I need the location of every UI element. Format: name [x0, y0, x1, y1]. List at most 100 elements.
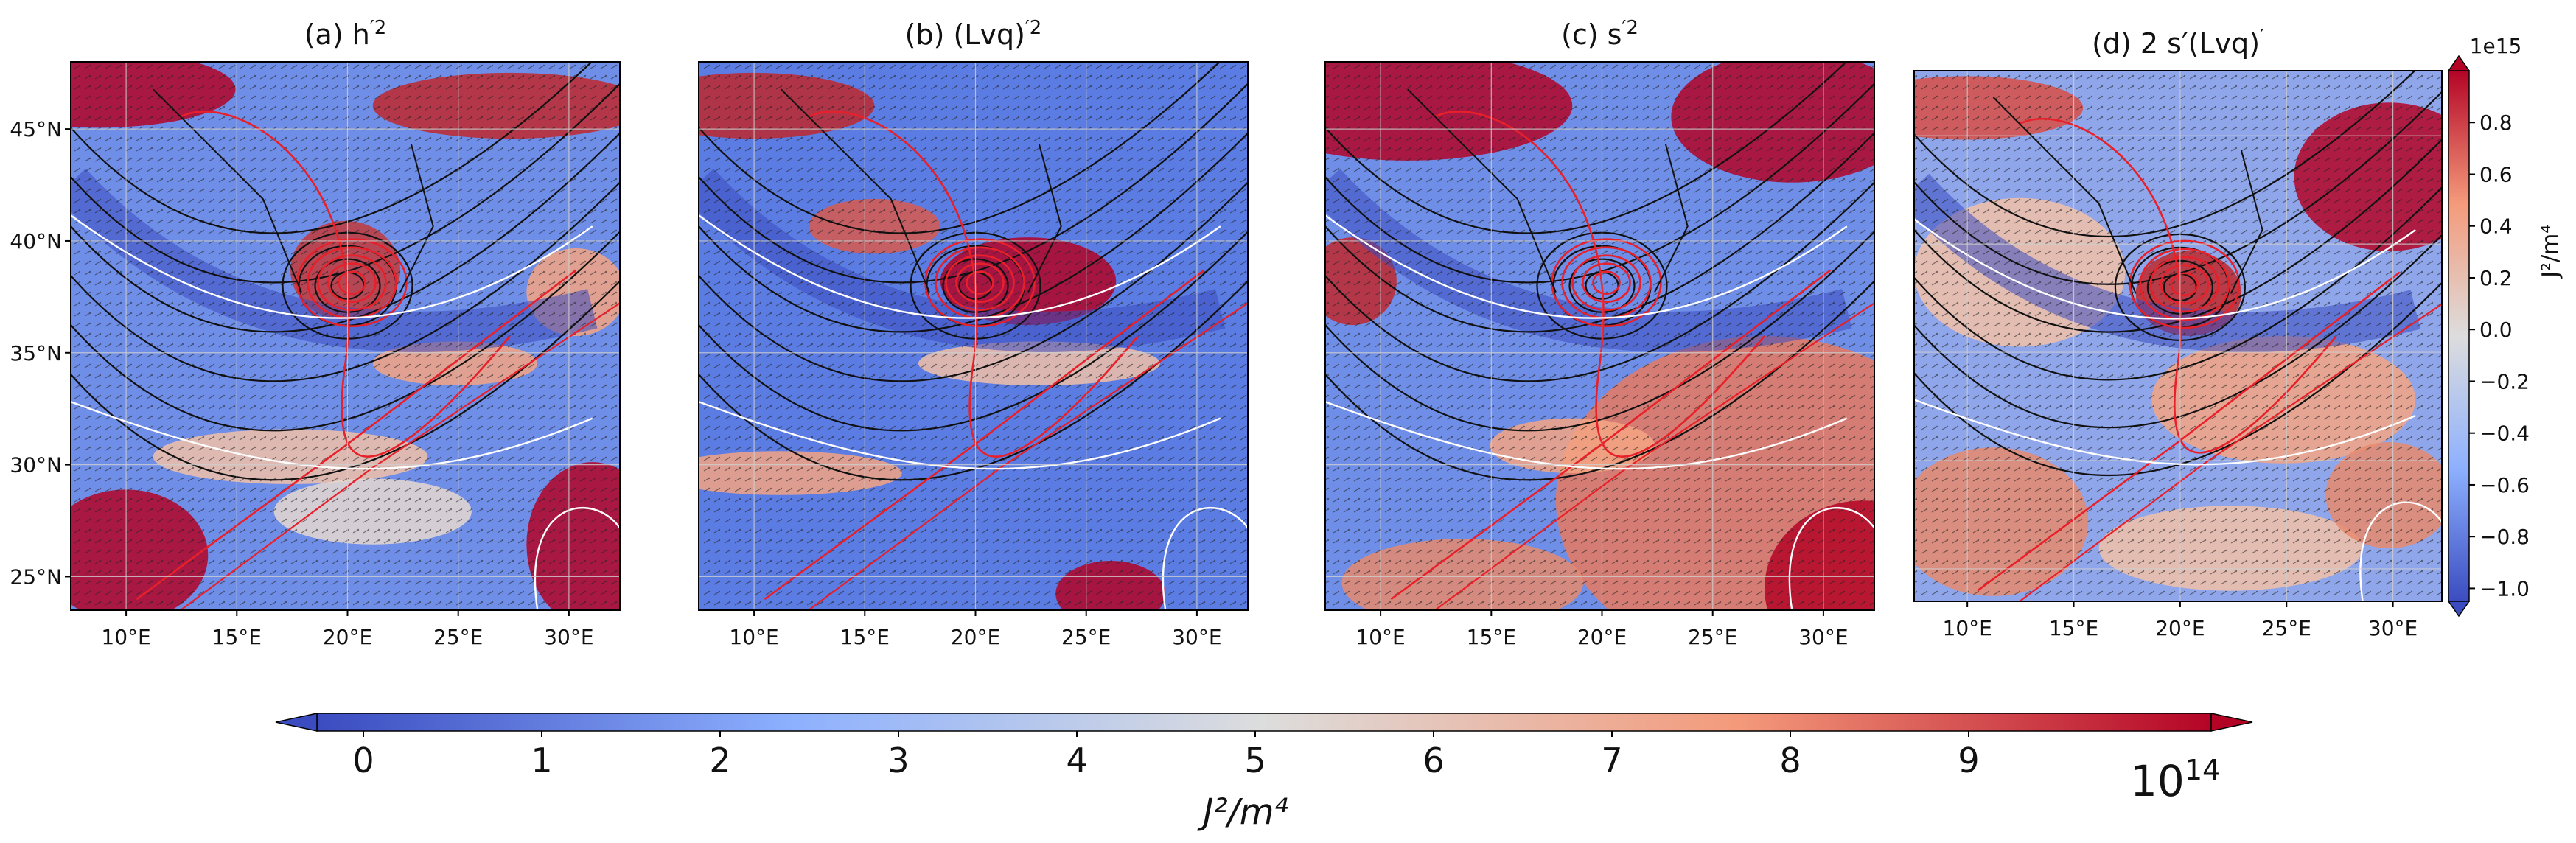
tick-label-lon: 20°E — [951, 625, 1000, 649]
tick-label-lat: 25°N — [10, 564, 62, 589]
contour-white — [1914, 218, 2416, 320]
tick-label-lon: 20°E — [2155, 616, 2205, 640]
tick-label-lon: 30°E — [1172, 625, 1221, 649]
tick-label-lon: 30°E — [1798, 625, 1848, 649]
wind-arrows — [71, 62, 620, 610]
colorbar-main-tick-label: 3 — [887, 741, 909, 780]
panel-title: (c) s′2 — [1561, 17, 1638, 51]
panel-frame — [70, 61, 621, 611]
panel-d: (d) 2 s′(Lvq)′ 10°E 15°E 20°E 25°E 30°E — [1913, 26, 2443, 640]
tick-label-lon: 15°E — [2049, 616, 2098, 640]
wind-arrows — [1325, 62, 1874, 610]
tick-label-lon: 10°E — [729, 625, 778, 649]
contour-red — [338, 270, 366, 295]
panel-title-superscript: ′2 — [1622, 17, 1638, 39]
tick-label-lon: 20°E — [323, 625, 372, 649]
colorbar-d-extend-top — [2447, 55, 2471, 71]
contour-red — [2139, 248, 2230, 321]
panel-d-map — [1914, 71, 2442, 601]
colorbar-d-tick-label: −0.8 — [2479, 525, 2530, 549]
contour-white — [1325, 214, 1848, 319]
contour-red — [966, 270, 994, 295]
contour-black — [1325, 83, 1874, 284]
panel-title-superscript: ′ — [2260, 26, 2264, 48]
tick-label-lat: 45°N — [10, 117, 62, 141]
tick-label-lat: 35°N — [10, 341, 62, 365]
contour-black — [71, 62, 593, 234]
panel-a-map — [71, 62, 620, 610]
contour-red — [180, 302, 620, 610]
colorbar-d-label: J²/m⁴ — [2538, 225, 2563, 279]
panel-c: (c) s′2 10°E 15°E 20°E 25°E 30°E — [1324, 17, 1875, 649]
colorbar-d-gradient — [2448, 70, 2470, 602]
contour-white — [1788, 506, 1874, 610]
tick-label-lon: 25°E — [1688, 625, 1737, 649]
tick-label-lon: 15°E — [840, 625, 890, 649]
tick-label-lon: 10°E — [1943, 616, 1992, 640]
colorbar-d-tick-label: 0.6 — [2479, 162, 2513, 186]
coastline — [1027, 144, 1062, 293]
contour-red — [180, 111, 511, 458]
contour-black — [1325, 181, 1874, 382]
panel-a: (a) h′2 10°E 15°E 20°E 25°E 30°E 25°N 30°N 35°N 4… — [10, 17, 621, 649]
contour-black — [699, 132, 1248, 333]
colorbar-d-tick-label: −0.4 — [2479, 422, 2530, 446]
panel-title-text: (c) s — [1561, 18, 1622, 51]
wind-arrows — [699, 62, 1248, 610]
contour-black — [71, 231, 620, 432]
contour-black — [1325, 132, 1874, 333]
contour-white — [2359, 501, 2442, 601]
contour-red — [1390, 269, 1832, 601]
contour-black — [1325, 280, 1874, 481]
contour-black — [1325, 231, 1874, 432]
tick-label-lon: 15°E — [212, 625, 262, 649]
panel-title: (d) 2 s′(Lvq)′ — [2092, 26, 2264, 60]
tick-label-lat: 40°N — [10, 229, 62, 253]
panel-b-map — [699, 62, 1248, 610]
coastline — [1992, 97, 2137, 294]
panel-frame — [1324, 61, 1875, 611]
contour-red — [1977, 271, 2401, 592]
colorbar-main-tick-label: 6 — [1423, 741, 1444, 780]
contour-black — [1914, 282, 2442, 477]
tick-label-lon: 25°E — [433, 625, 483, 649]
coastline — [399, 144, 434, 293]
panel-title: (a) h′2 — [304, 17, 387, 51]
contour-red — [955, 262, 1005, 303]
contour-red — [2170, 272, 2199, 297]
colorbar-main-tick-label: 7 — [1601, 741, 1622, 780]
contour-black — [71, 83, 620, 284]
contour-red — [136, 269, 577, 601]
contour-red — [2160, 264, 2210, 305]
contour-red — [764, 269, 1205, 601]
coastline — [781, 88, 930, 293]
colorbar-main-tick-label: 5 — [1244, 741, 1266, 780]
contour-red — [808, 111, 1139, 458]
contour-black — [699, 181, 1248, 382]
contour-black — [699, 280, 1248, 481]
contour-red — [2019, 303, 2442, 601]
panel-b: (b) (Lvq)′2 10°E 15°E 20°E 25°E 30°E — [698, 17, 1249, 649]
tick-label-lon: 15°E — [1467, 625, 1516, 649]
contour-white — [71, 214, 593, 319]
contour-red — [327, 262, 377, 303]
panel-frame — [698, 61, 1249, 611]
colorbar-d-tick-label: 0.0 — [2479, 318, 2513, 342]
contour-black — [699, 62, 1221, 234]
contour-white — [1162, 506, 1248, 610]
colorbar-main-tick-label: 9 — [1958, 741, 1979, 780]
contour-white — [71, 401, 593, 470]
colorbar-main-tick-label: 4 — [1066, 741, 1087, 780]
coastline — [1654, 144, 1689, 293]
colorbar-d-tick-label: −0.2 — [2479, 369, 2530, 393]
colorbar-main-label: J²/m⁴ — [1197, 791, 1288, 833]
tick-label-lon: 20°E — [1577, 625, 1627, 649]
panel-title-superscript: ′2 — [370, 17, 386, 39]
contour-red — [808, 302, 1248, 610]
contour-white — [534, 506, 620, 610]
tick-label-lon: 30°E — [544, 625, 593, 649]
contour-black — [1325, 62, 1848, 234]
colorbar-main: 0 1 2 3 4 5 6 7 8 9 1014 J²/m⁴ — [275, 713, 2253, 833]
colorbar-main-tick-label: 2 — [709, 741, 730, 780]
